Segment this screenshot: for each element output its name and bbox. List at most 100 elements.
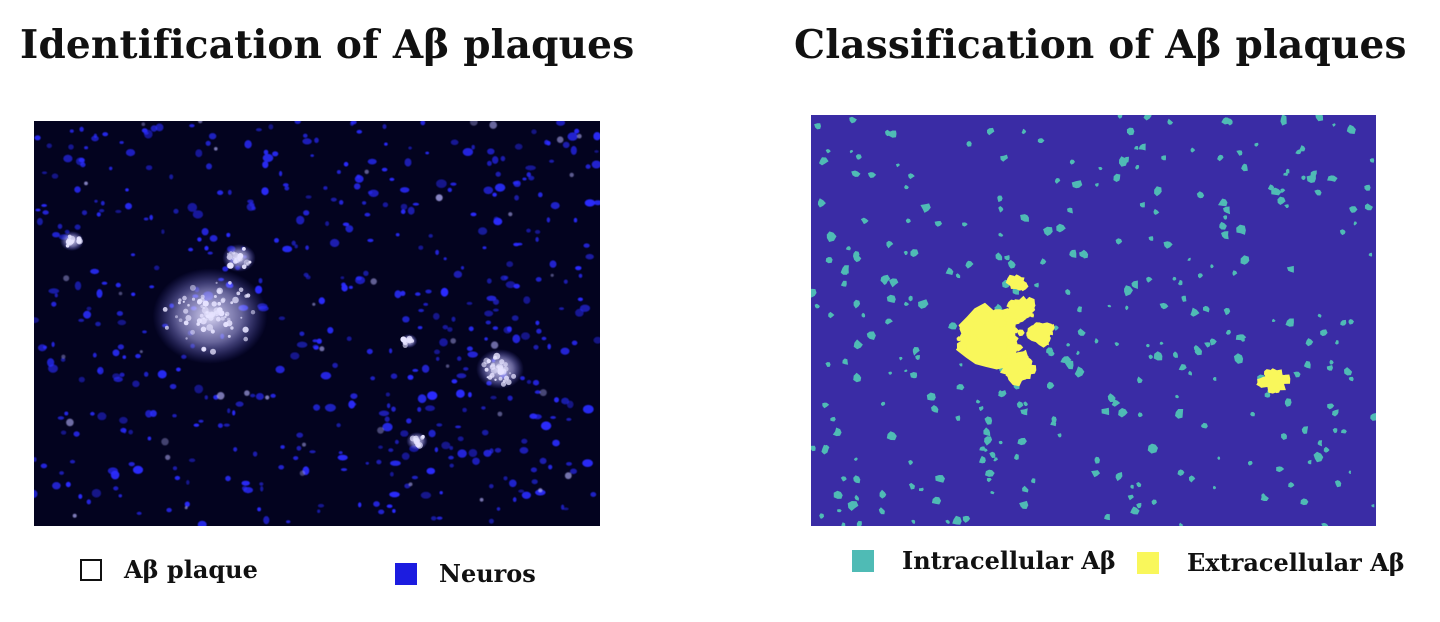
faint-cell <box>435 194 443 202</box>
neuron-nucleus <box>188 458 196 463</box>
intracellular-segment <box>1031 478 1036 484</box>
neuron-nucleus <box>487 160 492 166</box>
legend-label-ab-plaque: Aβ plaque <box>124 555 258 584</box>
intracellular-segment <box>965 260 974 269</box>
intracellular-segment <box>962 222 968 227</box>
extracellular-fragment <box>1021 354 1029 360</box>
neuron-nucleus <box>122 355 127 359</box>
plaque-speck <box>237 256 243 262</box>
neuron-nucleus <box>488 518 494 524</box>
neuron-nucleus <box>36 217 43 226</box>
neuron-nucleus <box>294 121 301 124</box>
intracellular-segment <box>1233 353 1244 364</box>
neuron-nucleus <box>514 195 519 201</box>
intracellular-segment <box>817 198 826 208</box>
plaque-speck <box>210 329 215 334</box>
neuron-nucleus <box>305 195 312 199</box>
neuron-nucleus <box>142 330 147 334</box>
neuron-nucleus <box>73 431 80 437</box>
intracellular-segment <box>853 457 858 461</box>
intracellular-segment <box>908 482 915 490</box>
intracellular-segment <box>819 513 825 519</box>
neuron-nucleus <box>327 327 334 334</box>
neuron-nucleus <box>241 480 250 486</box>
neuron-nucleus <box>457 449 467 458</box>
neuron-nucleus <box>423 302 429 306</box>
neuron-nucleus <box>468 326 474 332</box>
neuron-nucleus <box>456 389 465 398</box>
neuron-nucleus <box>431 516 437 521</box>
intracellular-segment <box>822 402 830 409</box>
intracellular-segment <box>1137 412 1143 418</box>
intracellular-segment <box>1148 354 1153 360</box>
intracellular-segment <box>1069 249 1077 258</box>
neuron-nucleus <box>562 141 570 149</box>
neuron-nucleus <box>60 430 67 435</box>
intracellular-segment <box>1344 367 1353 376</box>
neuron-nucleus <box>116 311 123 316</box>
neuron-nucleus <box>356 129 363 134</box>
extracellular-fragment <box>1011 303 1018 310</box>
intracellular-segment <box>878 507 885 515</box>
neuron-nucleus <box>96 212 101 217</box>
intracellular-segment <box>1069 159 1075 165</box>
extracellular-fragment <box>1012 351 1024 363</box>
neuron-nucleus <box>373 501 380 507</box>
plaque-speck <box>420 435 425 440</box>
intracellular-segment <box>1111 399 1121 407</box>
legend-label-extracellular: Extracellular Aβ <box>1187 548 1405 577</box>
neuron-nucleus <box>91 488 102 498</box>
intracellular-segment <box>1126 127 1135 136</box>
neuron-nucleus <box>79 126 84 132</box>
intracellular-segment <box>1283 172 1288 176</box>
intracellular-segment <box>1327 175 1338 182</box>
neuron-nucleus <box>262 161 269 169</box>
intracellular-segment <box>1348 376 1354 382</box>
neuron-nucleus <box>272 151 279 157</box>
intracellular-segment <box>1203 305 1210 313</box>
neuron-nucleus <box>280 445 285 449</box>
intracellular-segment <box>860 217 869 225</box>
intracellular-segment <box>998 206 1004 213</box>
neuron-nucleus <box>195 149 203 158</box>
neuron-nucleus <box>263 516 270 525</box>
neuron-nucleus <box>567 132 578 141</box>
neuron-nucleus <box>382 124 387 130</box>
neuron-nucleus <box>485 320 491 325</box>
plaque-speck <box>199 313 204 318</box>
neuron-nucleus <box>40 463 48 469</box>
intracellular-segment <box>811 288 817 298</box>
neuron-nucleus <box>348 285 353 289</box>
faint-cell <box>84 181 88 186</box>
neuron-nucleus <box>115 209 122 214</box>
neuron-nucleus <box>535 320 540 326</box>
intracellular-segment <box>1267 184 1275 191</box>
intracellular-segment <box>945 519 950 524</box>
intracellular-segment <box>905 218 911 224</box>
neuron-nucleus <box>394 439 399 445</box>
intracellular-segment <box>935 475 945 483</box>
neuron-nucleus <box>262 153 274 163</box>
neuron-nucleus <box>435 249 439 255</box>
intracellular-segment <box>886 431 897 441</box>
neuron-nucleus <box>591 160 600 169</box>
neuron-nucleus <box>550 416 556 419</box>
plaque-speck <box>197 299 202 305</box>
neuron-nucleus <box>41 204 47 207</box>
neuron-nucleus <box>86 499 91 505</box>
neuron-nucleus <box>338 451 343 455</box>
plaque-speck <box>205 311 209 314</box>
neuron-nucleus <box>54 293 58 298</box>
neuron-nucleus <box>443 257 447 261</box>
neuron-nucleus <box>172 466 178 471</box>
neuron-nucleus <box>478 227 488 235</box>
intracellular-segment <box>997 195 1003 203</box>
plaque-speck <box>175 315 178 319</box>
intracellular-segment <box>966 141 972 147</box>
intracellular-segment <box>1280 188 1286 194</box>
plaque-speck <box>232 251 236 255</box>
neuron-nucleus <box>552 439 560 447</box>
intracellular-segment <box>853 339 863 350</box>
intracellular-segment <box>1177 279 1183 286</box>
plaque-speck <box>215 281 218 284</box>
